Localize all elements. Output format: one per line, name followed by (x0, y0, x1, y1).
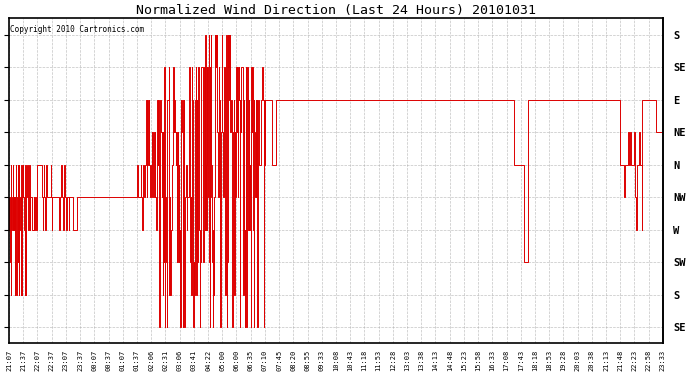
Text: Copyright 2010 Cartronics.com: Copyright 2010 Cartronics.com (10, 25, 144, 34)
Title: Normalized Wind Direction (Last 24 Hours) 20101031: Normalized Wind Direction (Last 24 Hours… (136, 4, 536, 17)
